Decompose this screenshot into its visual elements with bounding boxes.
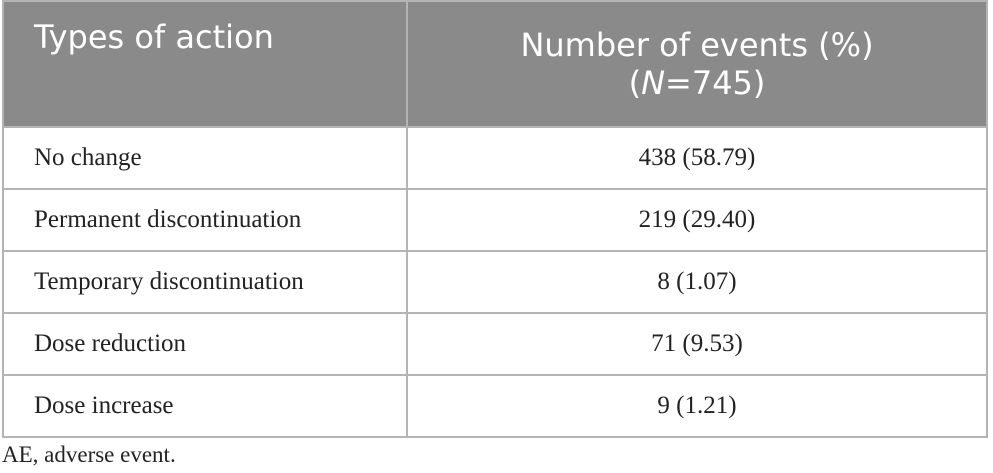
table-body: No change 438 (58.79) Permanent discontinu…	[2, 126, 988, 438]
table-row: No change 438 (58.79)	[2, 126, 988, 190]
table-cell: 9 (1.21)	[406, 374, 988, 438]
header-cell: Types of action	[2, 0, 408, 128]
header-row: Types of action Number of events (%) (N=…	[2, 0, 988, 128]
table-cell: Dose reduction	[2, 312, 408, 376]
table-cell: Temporary discontinuation	[2, 250, 408, 314]
table-cell: Permanent discontinuation	[2, 188, 408, 252]
table-cell: 438 (58.79)	[406, 126, 988, 190]
table-row: Dose increase 9 (1.21)	[2, 374, 988, 438]
table-cell: 71 (9.53)	[406, 312, 988, 376]
table-row: Permanent discontinuation 219 (29.40)	[2, 188, 988, 252]
table-cell: Dose increase	[2, 374, 408, 438]
header-text: N	[641, 64, 666, 102]
header-cell: Number of events (%) (N=745)	[406, 0, 988, 128]
table-row: Dose reduction 71 (9.53)	[2, 312, 988, 376]
header-text: Number of events (%)	[520, 26, 874, 64]
table-cell: 8 (1.07)	[406, 250, 988, 314]
table-row: Temporary discontinuation 8 (1.07)	[2, 250, 988, 314]
table-cell: 219 (29.40)	[406, 188, 988, 252]
header-text: (	[628, 64, 642, 102]
table: Types of action Number of events (%) (N=…	[2, 0, 988, 438]
table-cell: No change	[2, 126, 408, 190]
footnote: AE, adverse event.	[2, 442, 176, 467]
header-text: =745)	[665, 64, 766, 102]
